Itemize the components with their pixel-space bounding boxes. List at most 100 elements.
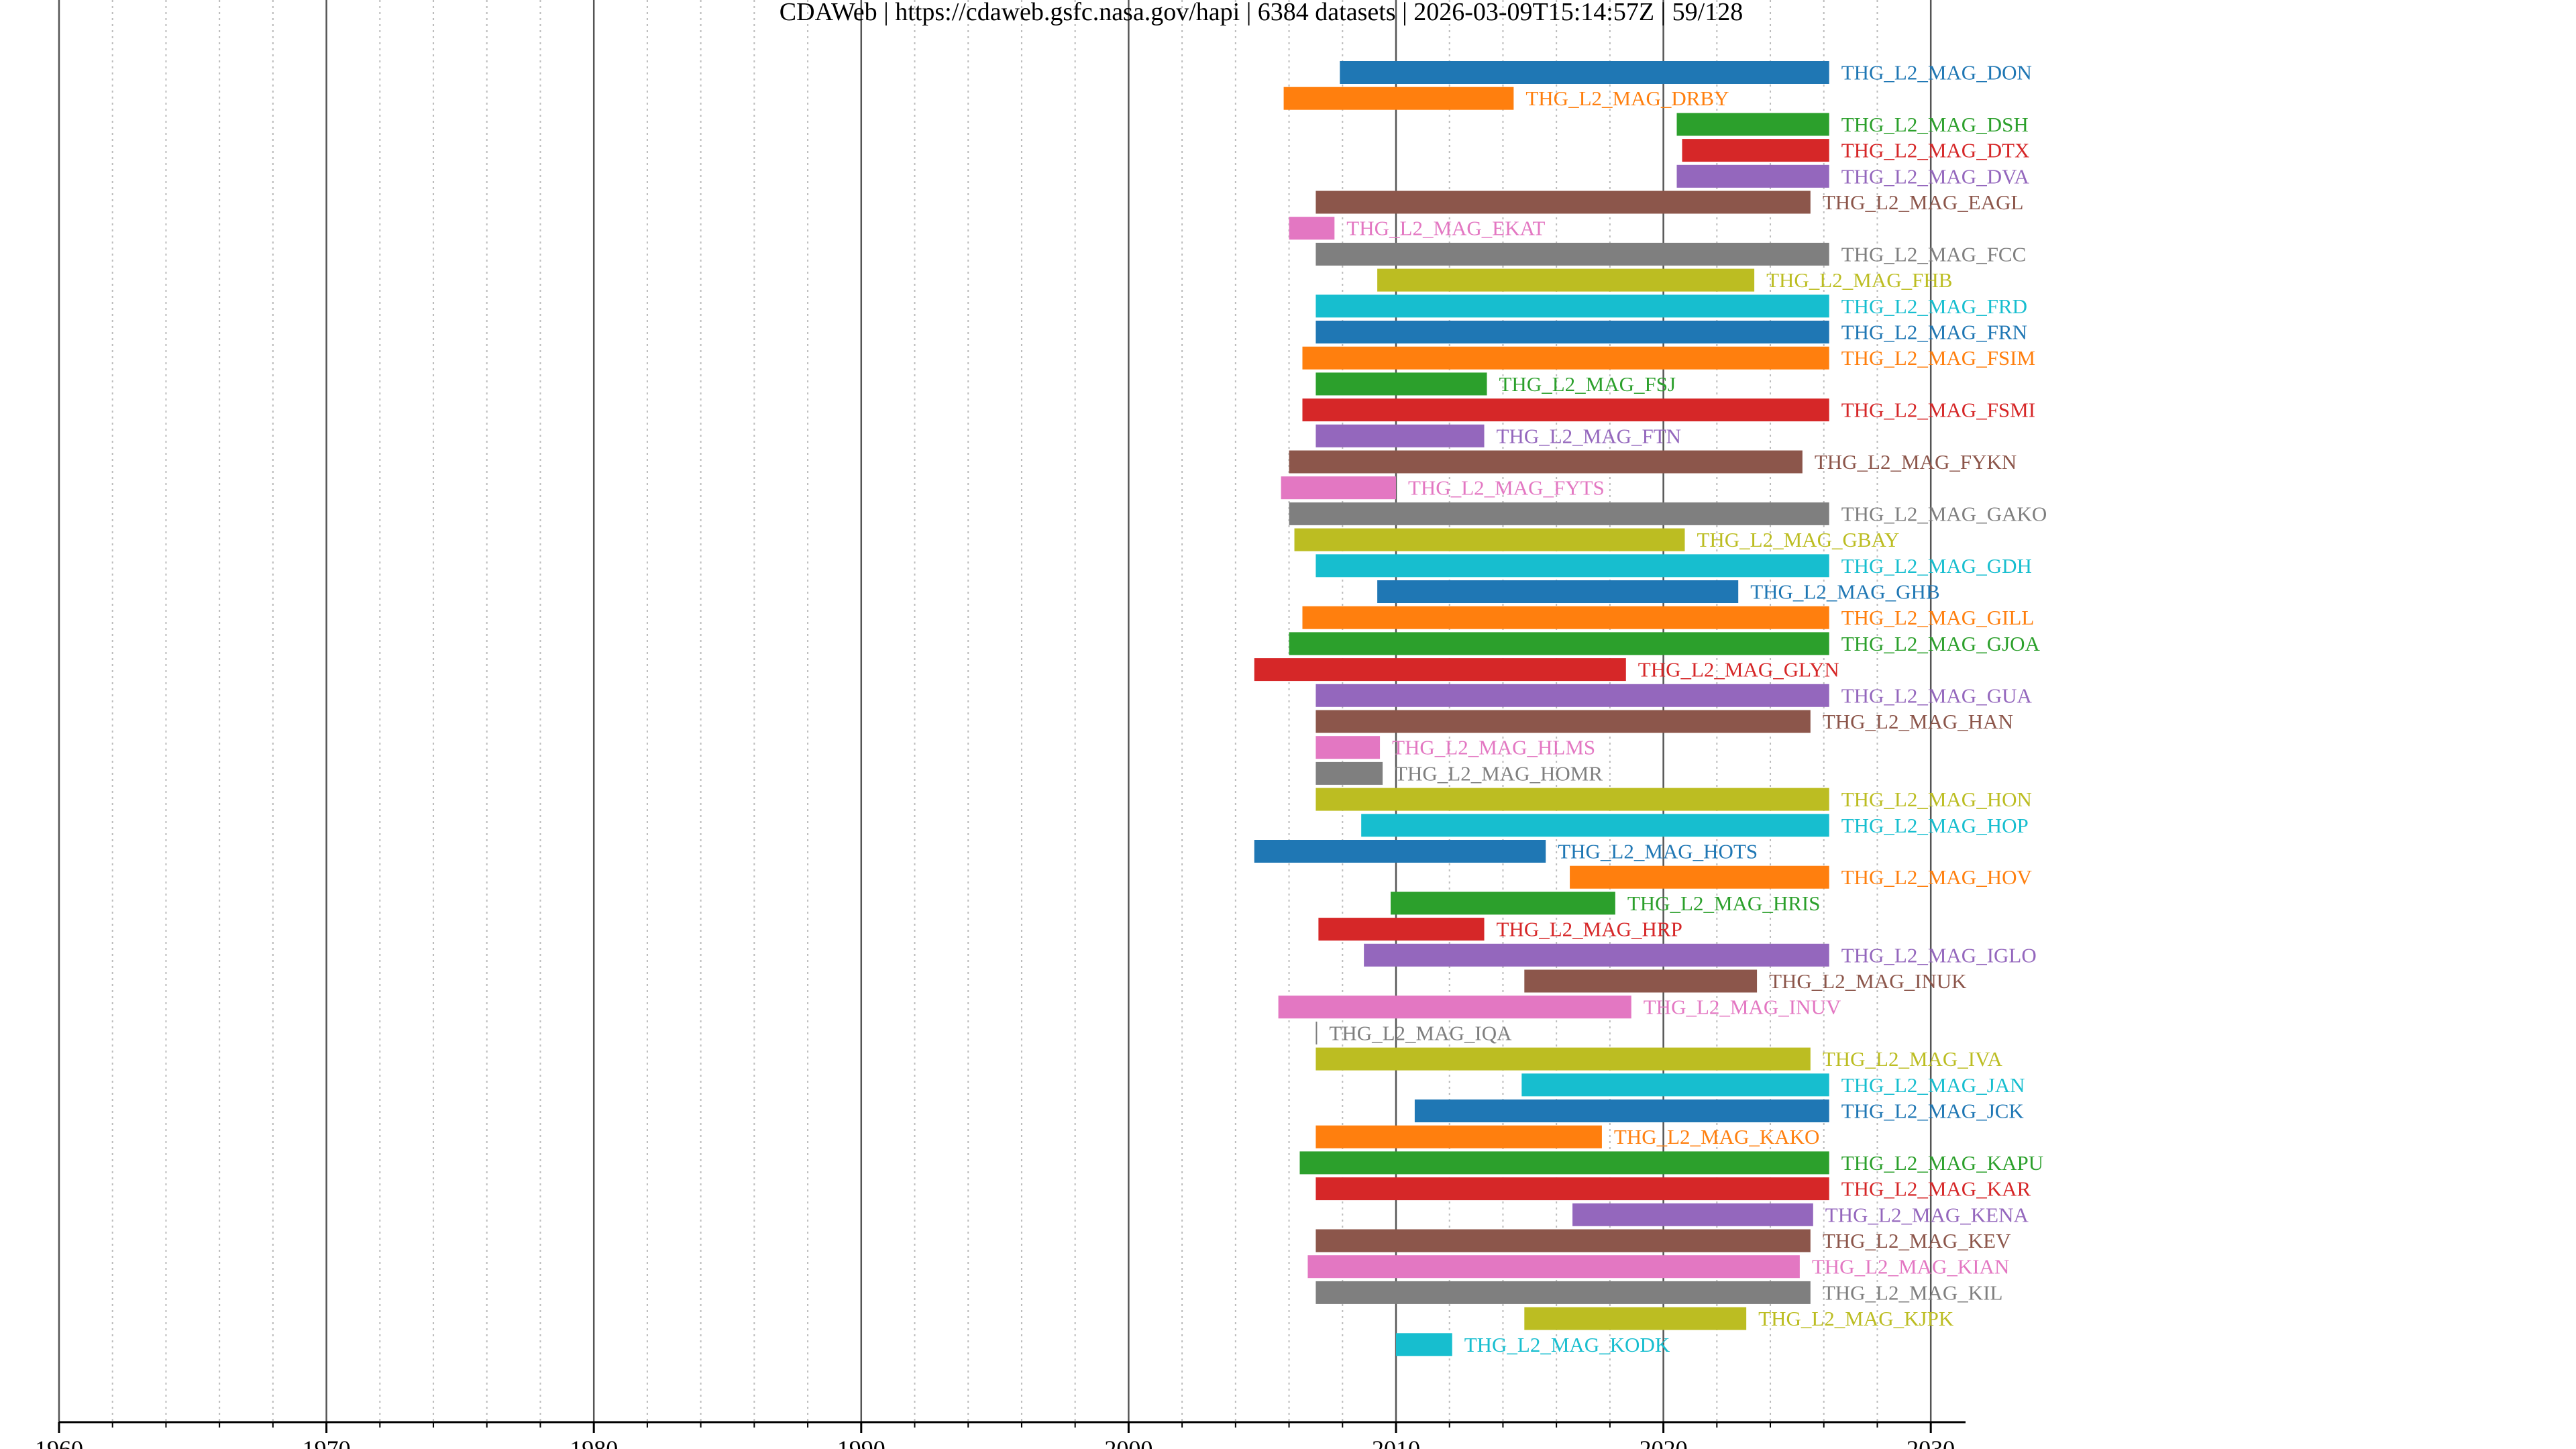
dataset-label: THG_L2_MAG_JCK (1841, 1099, 2025, 1123)
dataset-label: THG_L2_MAG_HOTS (1558, 840, 1758, 863)
x-tick-label: 1980 (570, 1436, 618, 1449)
dataset-label: THG_L2_MAG_GDH (1841, 554, 2032, 578)
dataset-bar (1316, 554, 1829, 578)
dataset-label: THG_L2_MAG_DRBY (1525, 87, 1729, 110)
dataset-label: THG_L2_MAG_FYKN (1815, 450, 2017, 474)
dataset-bar (1521, 1073, 1829, 1097)
dataset-bar (1254, 840, 1546, 863)
dataset-bar (1289, 217, 1335, 240)
dataset-label: THG_L2_MAG_GJOA (1841, 632, 2041, 655)
dataset-label: THG_L2_MAG_IGLO (1841, 943, 2037, 967)
dataset-bar (1289, 502, 1829, 525)
dataset-bar (1254, 658, 1626, 682)
dataset-label: THG_L2_MAG_GUA (1841, 684, 2033, 707)
dataset-bar (1377, 268, 1755, 292)
x-tick-label: 1970 (303, 1436, 351, 1449)
x-tick-label: 2010 (1372, 1436, 1420, 1449)
dataset-bar (1316, 1125, 1602, 1148)
dataset-label: THG_L2_MAG_FRD (1841, 294, 2027, 318)
dataset-label: THG_L2_MAG_KAR (1841, 1177, 2031, 1201)
dataset-bar (1364, 943, 1829, 967)
x-axis: 1960 1970 1980 1990 2000 2010 2020 2030 (35, 1421, 1966, 1449)
dataset-bar (1316, 1021, 1318, 1044)
dataset-label: THG_L2_MAG_EAGL (1823, 191, 2024, 214)
dataset-bar (1302, 346, 1829, 370)
dataset-bar (1316, 736, 1381, 759)
dataset-label: THG_L2_MAG_FRN (1841, 321, 2027, 344)
dataset-label: THG_L2_MAG_HOV (1841, 865, 2033, 889)
dataset-bar (1682, 139, 1829, 162)
dataset-bar (1377, 580, 1739, 603)
dataset-bars (1254, 61, 1829, 1356)
dataset-bar (1278, 996, 1631, 1019)
dataset-label: THG_L2_MAG_IVA (1823, 1047, 2003, 1071)
dataset-label: THG_L2_MAG_FSMI (1841, 398, 2035, 422)
dataset-bar (1289, 632, 1829, 655)
chart-title: CDAWeb | https://cdaweb.gsfc.nasa.gov/ha… (780, 0, 1743, 26)
dataset-label: THG_L2_MAG_KJPK (1758, 1307, 1954, 1330)
x-tick-label: 1960 (35, 1436, 83, 1449)
dataset-bar (1316, 294, 1829, 318)
dataset-bar (1318, 918, 1485, 941)
x-tick-label: 2030 (1907, 1436, 1955, 1449)
dataset-bar (1316, 1229, 1811, 1252)
dataset-label: THG_L2_MAG_GAKO (1841, 502, 2047, 525)
dataset-label: THG_L2_MAG_GHB (1750, 580, 1939, 604)
dataset-label: THG_L2_MAG_KENA (1825, 1203, 2029, 1226)
dataset-bar (1302, 398, 1829, 422)
dataset-label: THG_L2_MAG_FTN (1497, 424, 1682, 447)
dataset-label: THG_L2_MAG_DVA (1841, 164, 2030, 188)
dataset-label: THG_L2_MAG_EKAT (1346, 217, 1545, 240)
dataset-label: THG_L2_MAG_KODK (1464, 1333, 1670, 1356)
dataset-label: THG_L2_MAG_FHB (1766, 268, 1952, 292)
chart-title-area: CDAWeb | https://cdaweb.gsfc.nasa.gov/ha… (780, 0, 1743, 26)
dataset-label: THG_L2_MAG_KAPU (1841, 1151, 2043, 1175)
dataset-label: THG_L2_MAG_GILL (1841, 606, 2035, 629)
dataset-bar (1302, 606, 1829, 629)
dataset-label: THG_L2_MAG_FSIM (1841, 346, 2035, 370)
dataset-bar (1414, 1099, 1829, 1122)
dataset-label: THG_L2_MAG_HAN (1823, 710, 2013, 733)
dataset-bar (1395, 1333, 1452, 1356)
dataset-label: THG_L2_MAG_HRP (1497, 918, 1682, 941)
dataset-bar (1316, 1281, 1811, 1304)
dataset-bar (1361, 814, 1829, 837)
dataset-label: THG_L2_MAG_GBAY (1697, 528, 1899, 551)
dataset-label: THG_L2_MAG_KIL (1823, 1281, 2003, 1304)
dataset-label: THG_L2_MAG_INUK (1769, 969, 1967, 993)
dataset-label: THG_L2_MAG_DON (1841, 61, 2032, 85)
dataset-label: THG_L2_MAG_GLYN (1638, 658, 1839, 682)
dataset-label: THG_L2_MAG_KIAN (1812, 1255, 2009, 1279)
dataset-label: THG_L2_MAG_KAKO (1614, 1125, 1820, 1148)
dataset-bar (1283, 87, 1514, 110)
dataset-bar (1316, 788, 1829, 811)
dataset-bar (1316, 761, 1383, 785)
dataset-bar (1307, 1255, 1800, 1279)
dataset-label: THG_L2_MAG_FYTS (1408, 476, 1605, 500)
dataset-label: THG_L2_MAG_FSJ (1499, 372, 1676, 396)
dataset-label: THG_L2_MAG_HOMR (1395, 761, 1603, 785)
dataset-bar (1676, 113, 1829, 136)
dataset-label: THG_L2_MAG_HOP (1841, 814, 2029, 837)
dataset-label: THG_L2_MAG_HON (1841, 788, 2032, 811)
x-tick-label: 2000 (1104, 1436, 1152, 1449)
dataset-label: THG_L2_MAG_JAN (1841, 1073, 2025, 1097)
dataset-labels: THG_L2_MAG_DON THG_L2_MAG_DRBY THG_L2_MAG_… (1329, 61, 2047, 1356)
dataset-bar (1524, 1307, 1747, 1330)
dataset-label: THG_L2_MAG_FCC (1841, 242, 2027, 266)
dataset-bar (1391, 892, 1615, 915)
dataset-bar (1316, 372, 1487, 396)
dataset-bar (1316, 242, 1829, 266)
dataset-label: THG_L2_MAG_KEV (1823, 1229, 2011, 1252)
dataset-bar (1316, 710, 1811, 733)
dataset-label: THG_L2_MAG_IQA (1329, 1021, 1512, 1044)
dataset-label: THG_L2_MAG_HLMS (1392, 736, 1595, 759)
dataset-bar (1572, 1203, 1813, 1226)
dataset-bar (1316, 321, 1829, 343)
dataset-bar (1281, 476, 1396, 500)
dataset-bar (1316, 684, 1829, 707)
dataset-bar (1316, 1177, 1829, 1201)
dataset-bar (1316, 191, 1811, 214)
x-tick-label: 2020 (1640, 1436, 1688, 1449)
